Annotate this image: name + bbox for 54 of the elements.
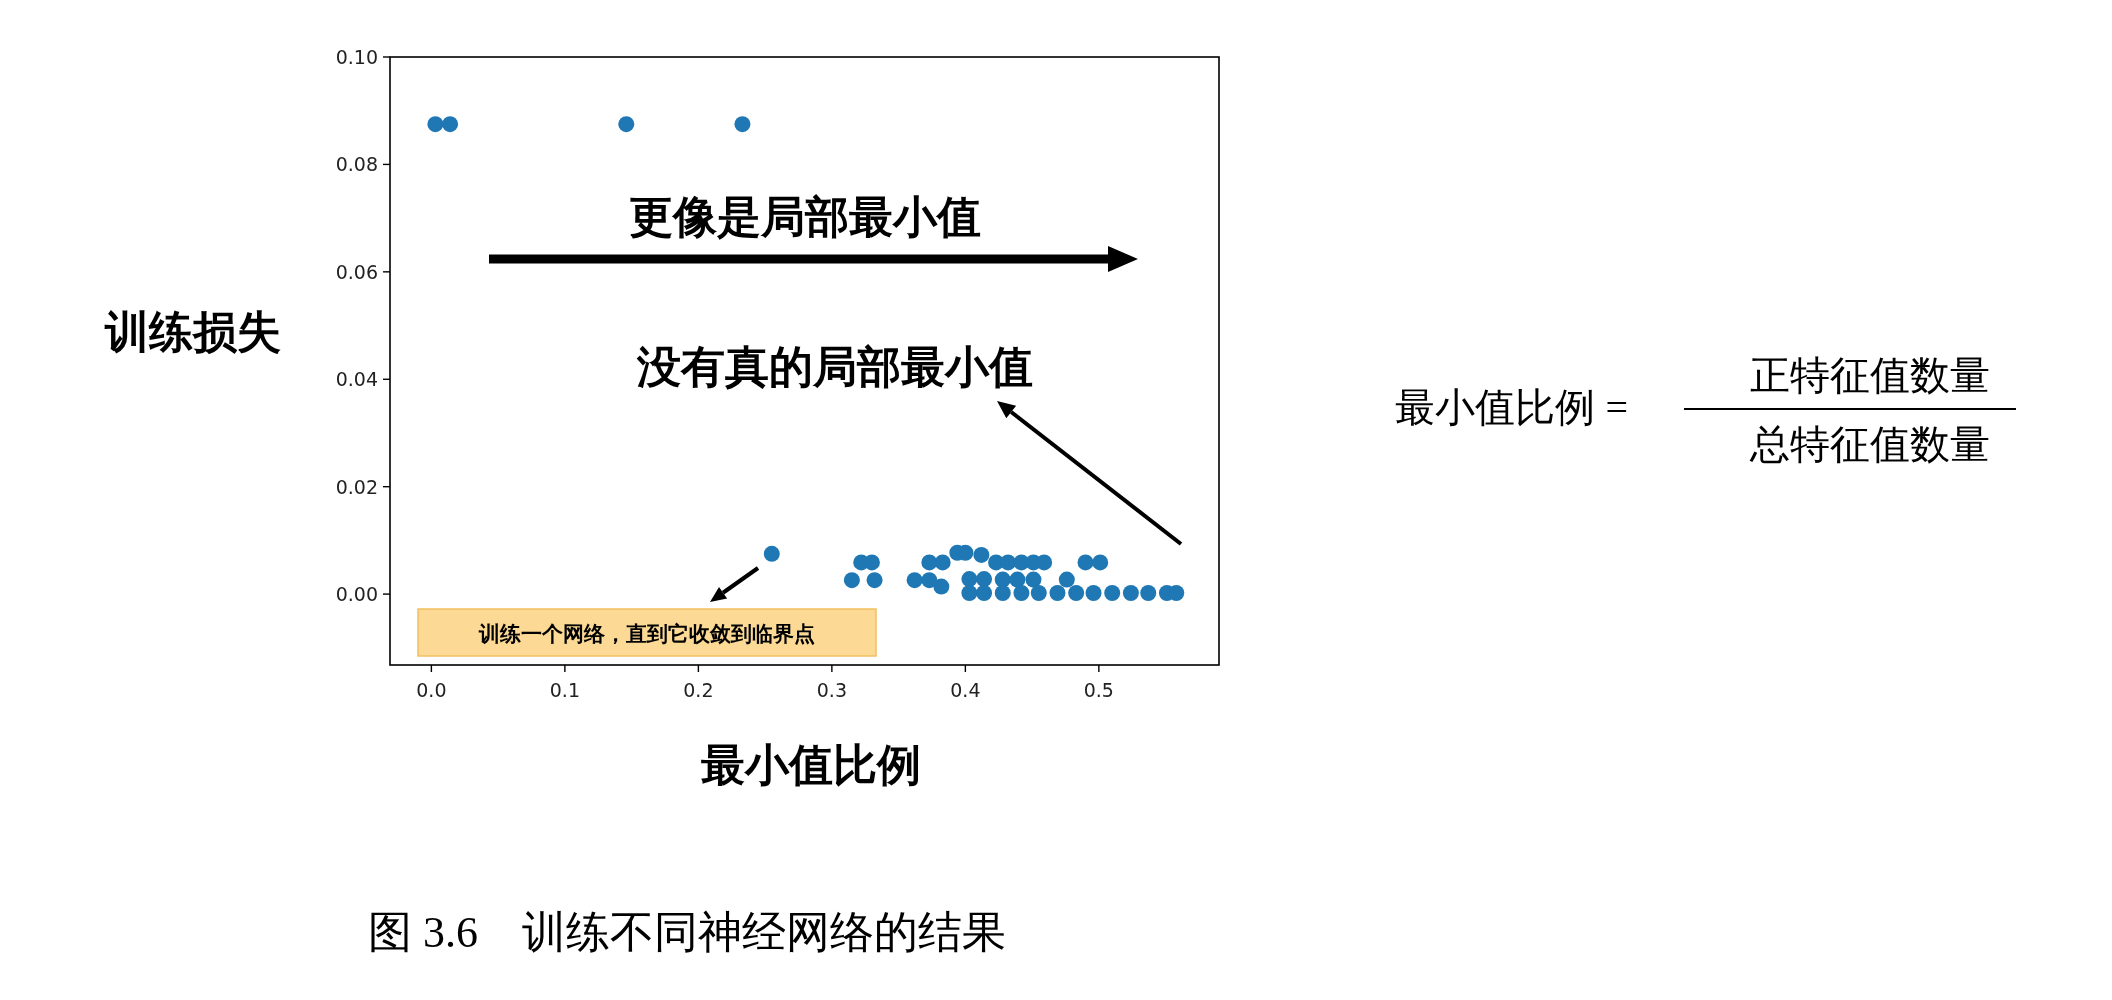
point — [866, 572, 883, 589]
x-tick-label: 0.3 — [816, 679, 847, 701]
point — [1092, 554, 1109, 571]
y-tick-label: 0.00 — [335, 583, 378, 606]
point — [427, 116, 444, 133]
point — [1068, 585, 1085, 602]
point — [1025, 571, 1042, 588]
x-axis-title: 最小值比例 — [701, 741, 921, 790]
point — [976, 585, 993, 602]
y-tick-label: 0.04 — [335, 368, 378, 391]
y-tick-label: 0.06 — [335, 260, 378, 283]
point — [961, 571, 978, 588]
x-tick-label: 0.0 — [416, 679, 447, 701]
point — [1122, 585, 1139, 602]
point — [1140, 585, 1157, 602]
x-tick-label: 0.1 — [549, 679, 580, 701]
point — [1058, 571, 1075, 588]
point — [734, 116, 751, 133]
point — [763, 545, 780, 562]
point — [442, 116, 459, 133]
y-tick-label: 0.10 — [335, 46, 378, 68]
text: 最小值比例 = — [1395, 385, 1628, 430]
point — [976, 571, 993, 588]
point — [1049, 585, 1066, 602]
y-tick-label: 0.02 — [335, 475, 378, 498]
point — [618, 116, 635, 133]
point — [906, 572, 923, 589]
point — [1036, 554, 1053, 571]
text: 正特征值数量 — [1750, 353, 1990, 398]
annotation: 没有真的局部最小值 — [636, 343, 1033, 392]
x-tick-label: 0.2 — [683, 679, 714, 701]
point — [921, 572, 938, 589]
point — [1013, 585, 1030, 602]
x-tick-label: 0.5 — [1083, 679, 1114, 701]
point — [1077, 554, 1094, 571]
point — [933, 578, 950, 595]
text: 总特征值数量 — [1749, 422, 1990, 467]
point — [1104, 585, 1121, 602]
annotation: 训练一个网络，直到它收敛到临界点 — [478, 622, 815, 646]
point — [1030, 585, 1047, 602]
point — [1009, 571, 1026, 588]
point — [1085, 585, 1102, 602]
point — [1000, 554, 1017, 571]
x-tick-label: 0.4 — [950, 679, 981, 701]
y-tick-label: 0.08 — [335, 153, 378, 176]
point — [973, 546, 990, 563]
caption: 图 3.6 训练不同神经网络的结果 — [368, 908, 1006, 957]
annotation: 更像是局部最小值 — [629, 193, 981, 242]
point — [961, 585, 978, 602]
y-axis-title: 训练损失 — [104, 308, 281, 357]
point — [934, 554, 951, 571]
point — [921, 554, 938, 571]
point — [994, 585, 1011, 602]
point — [843, 572, 860, 589]
